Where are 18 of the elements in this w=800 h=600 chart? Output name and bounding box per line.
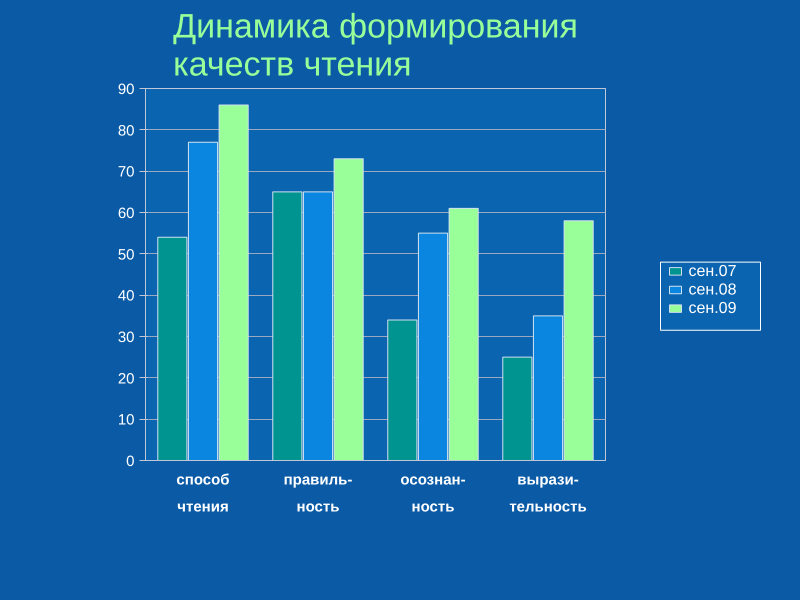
x-tick-label: вырази- тельность: [509, 472, 587, 516]
y-tick-label: 70: [118, 164, 135, 181]
legend-label: сен.09: [688, 300, 737, 318]
y-tick-label: 0: [126, 453, 134, 470]
legend-label: сен.07: [688, 262, 737, 280]
y-tick-label: 20: [118, 370, 135, 388]
x-tick-label: осознан- ность: [400, 472, 466, 516]
x-tick-label: способ чтения: [176, 472, 230, 516]
y-tick-label: 90: [118, 81, 135, 98]
x-tick-label: правиль- ность: [284, 472, 352, 516]
y-tick-label: 50: [118, 246, 135, 264]
y-tick-label: 60: [118, 205, 135, 222]
legend-label: сен.08: [688, 282, 737, 298]
chart-title: Динамика формирования качеств чтения: [173, 8, 578, 84]
y-tick-label: 10: [118, 412, 135, 429]
y-tick-label: 40: [118, 288, 135, 305]
y-tick-label: 30: [118, 329, 135, 346]
y-tick-label: 80: [118, 122, 135, 140]
